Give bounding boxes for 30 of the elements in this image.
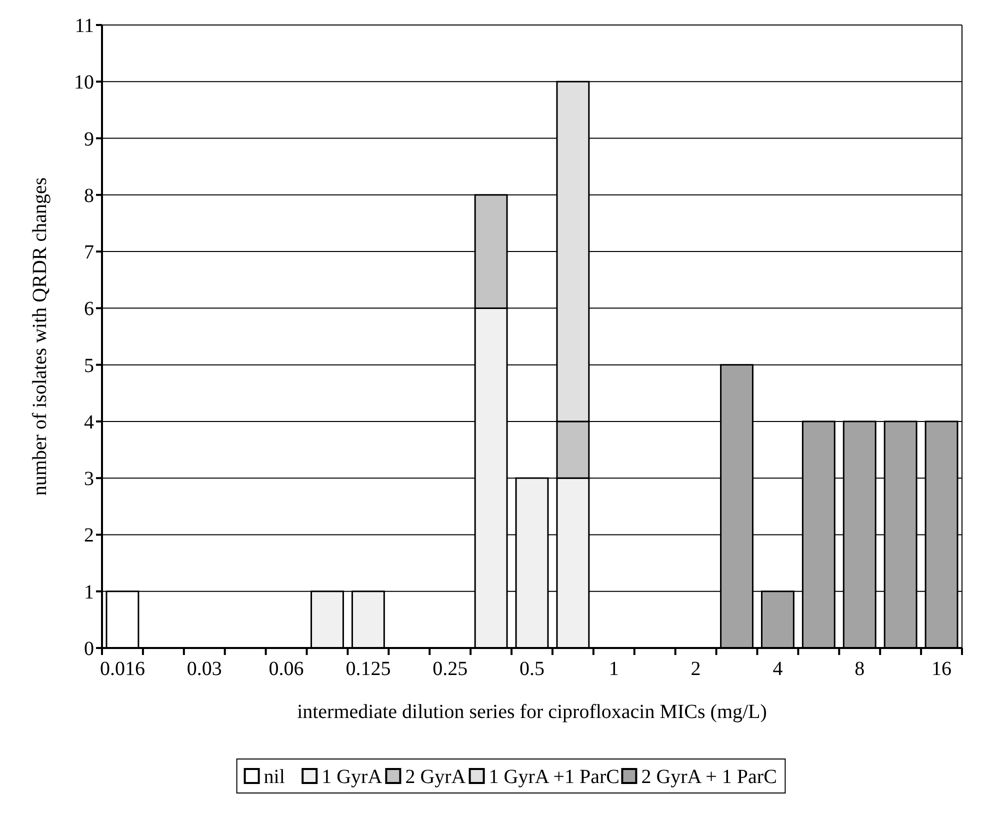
x-tick-label: 0.25 [432,658,468,680]
y-tick-label: 7 [84,242,94,264]
x-tick-label: 0.03 [186,658,222,680]
y-tick-label: 5 [84,354,94,377]
legend-label: 1 GyrA [322,766,383,788]
y-tick-label: 1 [84,581,94,604]
y-tick-label: 3 [84,468,94,490]
y-axis-title: number of isolates with QRDR changes [29,177,51,496]
legend-label: 1 GyrA +1 ParC [488,766,620,788]
x-tick-label: 2 [690,658,701,680]
y-tick-label: 4 [84,411,94,434]
y-tick-label: 8 [84,184,94,207]
x-tick-label: 4 [772,658,783,680]
y-tick-label: 6 [84,298,94,320]
legend-label: 2 GyrA + 1 ParC [641,766,777,788]
x-tick-label: 0.016 [100,658,145,680]
y-tick-label: 9 [84,128,94,150]
x-tick-label: 0.5 [520,658,544,680]
y-tick-label: 10 [74,72,94,94]
x-tick-label: 0.06 [268,658,304,680]
x-tick-label: 8 [854,658,865,680]
x-tick-label: 16 [932,658,952,680]
legend-label: 2 GyrA [405,766,466,788]
y-tick-label: 2 [84,524,94,547]
x-tick-label: 1 [608,658,619,680]
legend-label: nil [264,766,286,788]
x-axis-title: intermediate dilution series for ciprofloxacin MICs (mg/L) [297,701,767,723]
y-tick-label: 0 [84,638,94,660]
y-tick-label: 11 [74,15,94,37]
x-tick-label: 0.125 [346,658,391,680]
